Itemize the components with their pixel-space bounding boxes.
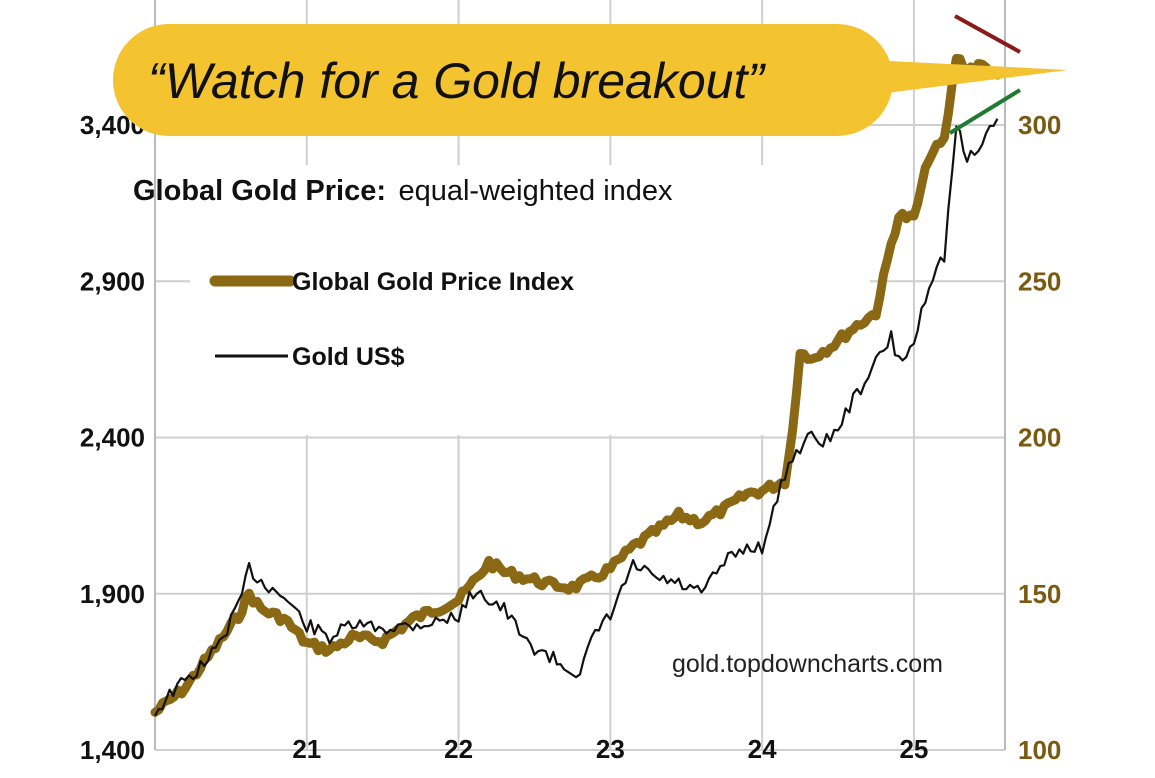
right-tick-label: 250 [1018, 266, 1061, 296]
series-layer [150, 53, 1002, 717]
x-tick-label: 23 [596, 734, 625, 764]
left-tick-label: 1,900 [80, 579, 145, 609]
legend-label-index: Global Gold Price Index [292, 268, 574, 296]
left-tick-label: 1,400 [80, 735, 145, 765]
source-label: gold.topdowncharts.com [672, 650, 943, 678]
callout-shape [113, 24, 893, 136]
x-tick-label: 24 [748, 734, 777, 764]
x-tick-label: 25 [899, 734, 928, 764]
x-axis: 21 22 23 24 25 [292, 734, 928, 764]
support-trendline [948, 88, 1022, 135]
right-axis: 100 150 200 250 300 [1018, 110, 1061, 765]
callout-pointer [870, 60, 1068, 95]
resistance-trendline [954, 14, 1021, 54]
chart-title: Global Gold Price: equal-weighted index [133, 175, 673, 207]
x-tick-label: 21 [292, 734, 321, 764]
right-tick-label: 150 [1018, 579, 1061, 609]
left-tick-label: 2,900 [80, 266, 145, 296]
left-tick-label: 2,400 [80, 423, 145, 453]
legend: Global Gold Price Index Gold US$ [209, 268, 574, 371]
legend-backdrop [190, 165, 870, 435]
callout-bubble: “Watch for a Gold breakout” [113, 24, 1068, 136]
title-subtitle: equal-weighted index [398, 175, 673, 207]
series-line-gold-usd [154, 118, 999, 717]
right-tick-label: 300 [1018, 110, 1061, 140]
right-tick-label: 100 [1018, 735, 1061, 765]
title-bold: Global Gold Price: [133, 175, 386, 207]
series-line-global-gold-index [150, 53, 1002, 717]
callout-text: “Watch for a Gold breakout” [148, 53, 766, 109]
x-tick-label: 22 [444, 734, 473, 764]
right-tick-label: 200 [1018, 423, 1061, 453]
legend-label-usd: Gold US$ [292, 343, 405, 371]
